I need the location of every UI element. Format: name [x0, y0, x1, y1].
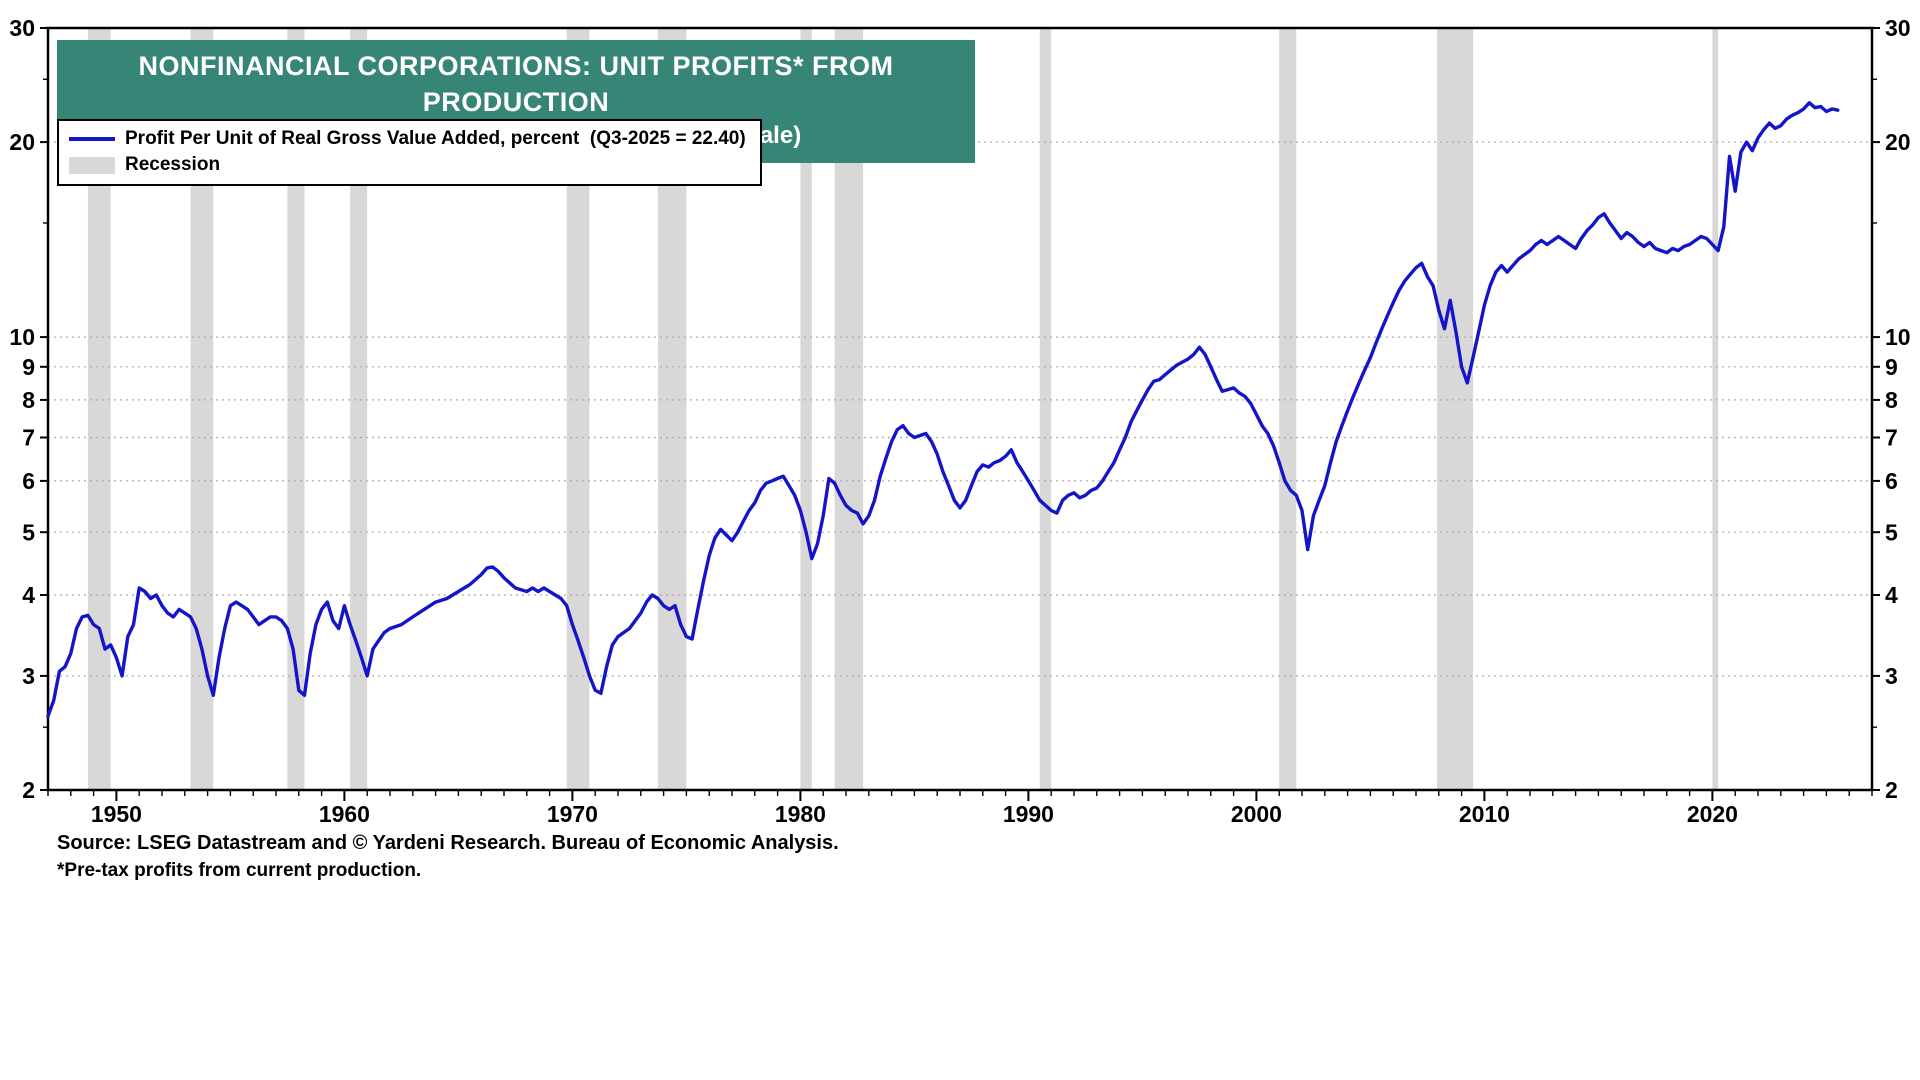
y-axis-label-left: 5 [22, 519, 35, 545]
y-axis-label-left: 9 [22, 354, 35, 380]
x-axis-label: 2010 [1459, 801, 1510, 827]
y-axis-label-right: 10 [1885, 324, 1911, 350]
recession-band [87, 28, 111, 790]
legend-line-sample [69, 137, 115, 141]
x-axis-label: 1950 [91, 801, 142, 827]
y-axis-label-right: 2 [1885, 777, 1898, 803]
y-axis-label-right: 6 [1885, 468, 1898, 494]
recession-band [800, 28, 812, 790]
y-axis-label-left: 8 [22, 387, 35, 413]
recession-band [1712, 28, 1719, 790]
legend-row-profit: Profit Per Unit of Real Gross Value Adde… [69, 126, 746, 152]
y-axis-label-left: 7 [22, 425, 35, 451]
y-axis-label-right: 9 [1885, 354, 1898, 380]
y-axis-label-left: 6 [22, 468, 35, 494]
y-axis-label-right: 20 [1885, 129, 1911, 155]
x-axis-label: 2000 [1231, 801, 1282, 827]
footnote-text: *Pre-tax profits from current production… [57, 860, 422, 881]
x-axis-label: 1970 [547, 801, 598, 827]
legend-recession-swatch [69, 156, 115, 174]
legend-box: Profit Per Unit of Real Gross Value Adde… [57, 119, 762, 186]
recession-band [566, 28, 590, 790]
y-axis-label-right: 3 [1885, 663, 1898, 689]
y-axis-label-left: 3 [22, 663, 35, 689]
chart-title: NONFINANCIAL CORPORATIONS: UNIT PROFITS*… [138, 51, 894, 117]
x-axis-label: 2020 [1687, 801, 1738, 827]
profit-line [46, 101, 1840, 718]
y-axis-label-left: 10 [9, 324, 35, 350]
x-axis-label: 1980 [775, 801, 826, 827]
recession-band [1437, 28, 1473, 790]
y-axis-label-right: 7 [1885, 425, 1898, 451]
plot-border [46, 26, 1874, 792]
x-axis-label: 1960 [319, 801, 370, 827]
recession-band [190, 28, 214, 790]
legend-label-recession: Recession [125, 154, 221, 175]
y-axis-label-right: 5 [1885, 519, 1898, 545]
y-axis-label-left: 20 [9, 129, 35, 155]
y-axis-label-left: 2 [22, 777, 35, 803]
x-axis-label: 1990 [1003, 801, 1054, 827]
source-text: Source: LSEG Datastream and © Yardeni Re… [57, 832, 839, 854]
y-axis-label-left: 30 [9, 15, 35, 41]
y-axis-label-right: 30 [1885, 15, 1911, 41]
recession-band [1279, 28, 1297, 790]
y-axis-label-right: 8 [1885, 387, 1898, 413]
recession-band [1039, 28, 1052, 790]
y-axis-label-right: 4 [1885, 582, 1898, 608]
recession-band [287, 28, 305, 790]
legend-row-recession: Recession [69, 152, 746, 178]
y-axis-label-left: 4 [22, 582, 35, 608]
legend-label-profit: Profit Per Unit of Real Gross Value Adde… [125, 128, 746, 149]
recession-band [350, 28, 368, 790]
